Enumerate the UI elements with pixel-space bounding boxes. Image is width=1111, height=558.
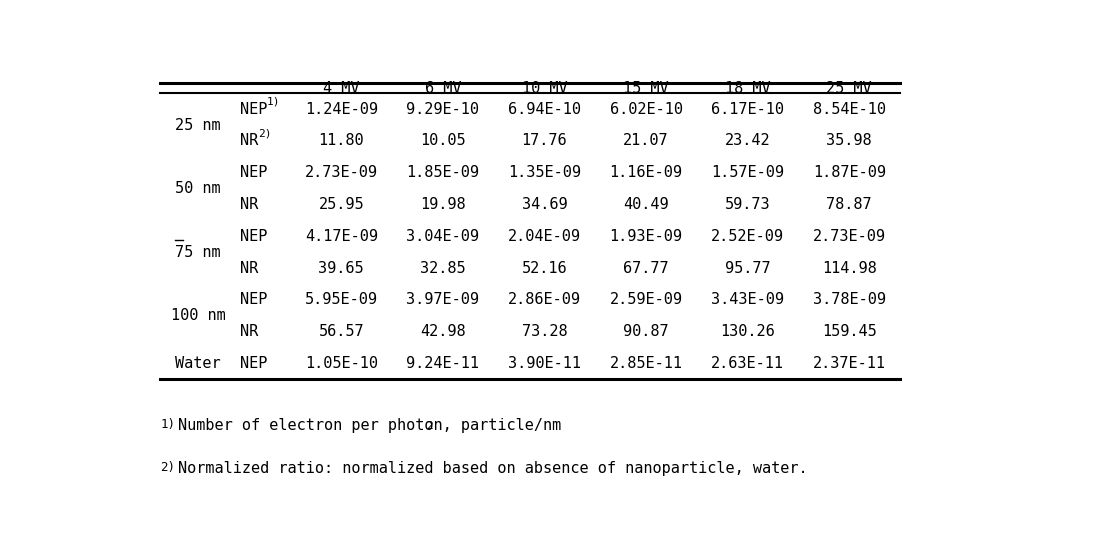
Text: Normalized ratio: normalized based on absence of nanoparticle, water.: Normalized ratio: normalized based on ab… [178, 461, 808, 476]
Text: NR: NR [240, 324, 259, 339]
Text: 1.24E-09: 1.24E-09 [304, 102, 378, 117]
Text: NEP: NEP [240, 292, 268, 307]
Text: 4.17E-09: 4.17E-09 [304, 229, 378, 244]
Text: NEP: NEP [240, 229, 268, 244]
Text: 23.42: 23.42 [724, 133, 770, 148]
Text: 9.29E-10: 9.29E-10 [407, 102, 479, 117]
Text: 3.90E-11: 3.90E-11 [508, 356, 581, 371]
Text: 1.87E-09: 1.87E-09 [813, 165, 885, 180]
Text: 6 MV: 6 MV [424, 81, 461, 96]
Text: 3.43E-09: 3.43E-09 [711, 292, 784, 307]
Text: 2): 2) [160, 461, 176, 474]
Text: NR: NR [240, 197, 259, 212]
Text: 1.05E-10: 1.05E-10 [304, 356, 378, 371]
Text: 15 MV: 15 MV [623, 81, 669, 96]
Text: NR: NR [240, 261, 259, 276]
Text: 6.02E-10: 6.02E-10 [610, 102, 682, 117]
Text: 6.94E-10: 6.94E-10 [508, 102, 581, 117]
Text: 25.95: 25.95 [319, 197, 364, 212]
Text: 59.73: 59.73 [724, 197, 770, 212]
Text: 9.24E-11: 9.24E-11 [407, 356, 479, 371]
Text: 75 nm: 75 nm [176, 245, 221, 259]
Text: 5.95E-09: 5.95E-09 [304, 292, 378, 307]
Text: 90.87: 90.87 [623, 324, 669, 339]
Text: 25 nm: 25 nm [176, 118, 221, 132]
Text: 2.86E-09: 2.86E-09 [508, 292, 581, 307]
Text: NEP: NEP [240, 356, 268, 371]
Text: Number of electron per photon, particle/nm: Number of electron per photon, particle/… [178, 418, 561, 433]
Text: 40.49: 40.49 [623, 197, 669, 212]
Text: 2.04E-09: 2.04E-09 [508, 229, 581, 244]
Text: 39.65: 39.65 [319, 261, 364, 276]
Text: 18 MV: 18 MV [724, 81, 770, 96]
Text: 10.05: 10.05 [420, 133, 466, 148]
Text: 1.93E-09: 1.93E-09 [610, 229, 682, 244]
Text: 2.52E-09: 2.52E-09 [711, 229, 784, 244]
Text: 3.04E-09: 3.04E-09 [407, 229, 479, 244]
Text: 2.73E-09: 2.73E-09 [813, 229, 885, 244]
Text: 2.37E-11: 2.37E-11 [813, 356, 885, 371]
Text: 95.77: 95.77 [724, 261, 770, 276]
Text: 67.77: 67.77 [623, 261, 669, 276]
Text: 2.63E-11: 2.63E-11 [711, 356, 784, 371]
Text: 2: 2 [427, 421, 433, 431]
Text: 35.98: 35.98 [827, 133, 872, 148]
Text: 2): 2) [259, 128, 272, 138]
Text: 2.73E-09: 2.73E-09 [304, 165, 378, 180]
Text: 17.76: 17.76 [521, 133, 568, 148]
Text: 1.57E-09: 1.57E-09 [711, 165, 784, 180]
Text: 25 MV: 25 MV [827, 81, 872, 96]
Text: 1): 1) [160, 418, 176, 431]
Text: 4 MV: 4 MV [323, 81, 360, 96]
Text: 56.57: 56.57 [319, 324, 364, 339]
Text: 19.98: 19.98 [420, 197, 466, 212]
Text: NEP: NEP [240, 165, 268, 180]
Text: 34.69: 34.69 [521, 197, 568, 212]
Text: 78.87: 78.87 [827, 197, 872, 212]
Text: 2.85E-11: 2.85E-11 [610, 356, 682, 371]
Text: 8.54E-10: 8.54E-10 [813, 102, 885, 117]
Text: 52.16: 52.16 [521, 261, 568, 276]
Text: 114.98: 114.98 [822, 261, 877, 276]
Text: NR: NR [240, 133, 259, 148]
Text: 42.98: 42.98 [420, 324, 466, 339]
Text: 6.17E-10: 6.17E-10 [711, 102, 784, 117]
Text: 32.85: 32.85 [420, 261, 466, 276]
Text: 21.07: 21.07 [623, 133, 669, 148]
Text: 1): 1) [267, 97, 280, 107]
Text: 1.16E-09: 1.16E-09 [610, 165, 682, 180]
Text: 159.45: 159.45 [822, 324, 877, 339]
Text: 10 MV: 10 MV [521, 81, 568, 96]
Text: Water: Water [176, 356, 221, 371]
Text: 1.85E-09: 1.85E-09 [407, 165, 479, 180]
Text: 50 nm: 50 nm [176, 181, 221, 196]
Text: 100 nm: 100 nm [171, 308, 226, 323]
Text: 3.78E-09: 3.78E-09 [813, 292, 885, 307]
Text: 130.26: 130.26 [720, 324, 775, 339]
Text: 2.59E-09: 2.59E-09 [610, 292, 682, 307]
Text: 1.35E-09: 1.35E-09 [508, 165, 581, 180]
Text: 73.28: 73.28 [521, 324, 568, 339]
Text: 3.97E-09: 3.97E-09 [407, 292, 479, 307]
Text: NEP: NEP [240, 102, 268, 117]
Text: 11.80: 11.80 [319, 133, 364, 148]
